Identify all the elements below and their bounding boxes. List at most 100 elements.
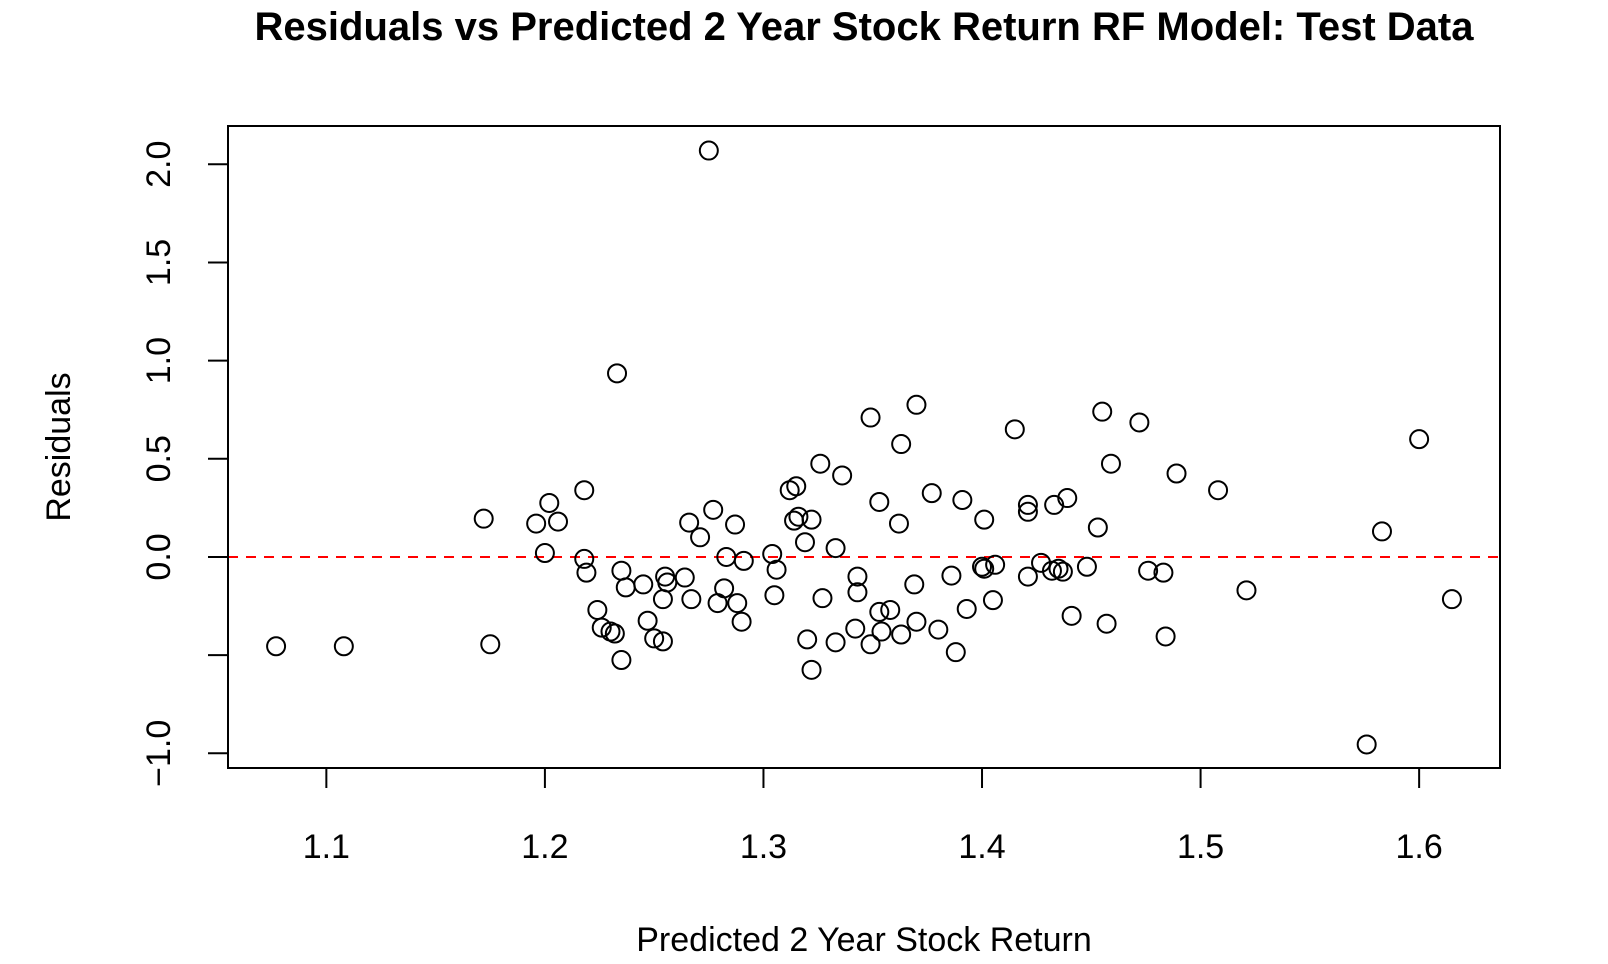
data-point — [714, 578, 735, 599]
data-point — [674, 567, 695, 588]
data-point — [657, 572, 678, 593]
data-point — [1048, 558, 1069, 579]
y-axis-label: Residuals — [40, 372, 78, 521]
data-point — [611, 650, 632, 671]
x-tick-label: 1.1 — [303, 828, 350, 866]
data-point — [473, 508, 494, 529]
data-point — [1166, 463, 1187, 484]
data-point — [733, 550, 754, 571]
data-point — [633, 574, 654, 595]
data-point — [591, 617, 612, 638]
x-tick-label: 1.5 — [1177, 828, 1224, 866]
plot-frame — [227, 125, 1501, 769]
data-point — [801, 659, 822, 680]
data-point — [812, 588, 833, 609]
data-point — [1044, 494, 1065, 515]
data-point — [825, 632, 846, 653]
data-point — [847, 566, 868, 587]
data-point — [480, 634, 501, 655]
x-tick-label: 1.6 — [1396, 828, 1443, 866]
data-point — [526, 513, 547, 534]
data-point — [956, 598, 977, 619]
data-point — [1076, 556, 1097, 577]
data-point — [725, 514, 746, 535]
data-point — [1087, 517, 1108, 538]
data-point — [731, 611, 752, 632]
data-point — [972, 556, 993, 577]
data-point — [611, 560, 632, 581]
data-point — [548, 511, 569, 532]
data-point — [784, 510, 805, 531]
data-point — [534, 543, 555, 564]
data-point — [1017, 494, 1038, 515]
data-point — [1138, 560, 1159, 581]
data-point — [703, 499, 724, 520]
data-point — [904, 574, 925, 595]
data-point — [847, 582, 868, 603]
data-point — [762, 544, 783, 564]
data-point — [574, 480, 595, 501]
chart-title: Residuals vs Predicted 2 Year Stock Retu… — [255, 5, 1475, 49]
data-point — [801, 509, 822, 530]
data-point — [982, 590, 1003, 611]
data-point — [1409, 429, 1430, 450]
data-points — [266, 140, 1462, 755]
data-point — [1092, 401, 1113, 422]
data-point — [1129, 412, 1150, 433]
data-point — [869, 601, 890, 622]
data-point — [1371, 521, 1392, 542]
y-tick-label: 0.0 — [140, 533, 178, 580]
data-point — [1017, 566, 1038, 587]
data-point — [1236, 580, 1257, 601]
data-point — [788, 506, 809, 527]
data-point — [576, 562, 597, 583]
data-point — [679, 512, 700, 533]
y-tick-label: −1.0 — [140, 720, 178, 787]
data-point — [764, 585, 785, 606]
data-point — [652, 589, 673, 610]
data-point — [1155, 626, 1176, 647]
data-point — [860, 407, 881, 428]
data-point — [604, 623, 625, 644]
data-point — [574, 548, 595, 569]
x-tick-label: 1.3 — [740, 828, 787, 866]
data-point — [652, 631, 673, 652]
data-point — [690, 527, 711, 548]
data-point — [333, 636, 354, 657]
data-point — [587, 599, 608, 620]
data-point — [891, 624, 912, 645]
data-point — [1208, 480, 1229, 501]
data-point — [779, 480, 800, 501]
x-axis: 1.1 1.2 1.3 1.4 1.5 1.6 — [303, 767, 1443, 866]
data-point — [766, 559, 787, 580]
data-point — [945, 642, 966, 663]
data-point — [860, 634, 881, 655]
data-point — [1004, 419, 1025, 440]
x-tick-label: 1.2 — [521, 828, 568, 866]
data-point — [786, 476, 807, 497]
data-point — [906, 394, 927, 415]
x-axis-label: Predicted 2 Year Stock Return — [636, 921, 1092, 959]
data-point — [1356, 734, 1377, 755]
data-point — [1052, 561, 1073, 582]
data-point — [928, 619, 949, 640]
data-point — [891, 434, 912, 455]
data-point — [797, 629, 818, 650]
data-point — [985, 554, 1006, 575]
data-point — [974, 509, 995, 530]
data-point — [941, 565, 962, 586]
data-point — [871, 621, 892, 642]
data-point — [974, 558, 995, 579]
data-point — [615, 577, 636, 598]
data-point — [810, 453, 831, 474]
data-point — [644, 628, 665, 649]
data-point — [880, 599, 901, 620]
data-point — [825, 538, 846, 559]
data-point — [1096, 613, 1117, 634]
data-point — [1061, 605, 1082, 626]
data-point — [1017, 501, 1038, 522]
y-tick-label: 2.0 — [140, 141, 178, 188]
data-point — [681, 589, 702, 610]
data-point — [637, 610, 658, 631]
